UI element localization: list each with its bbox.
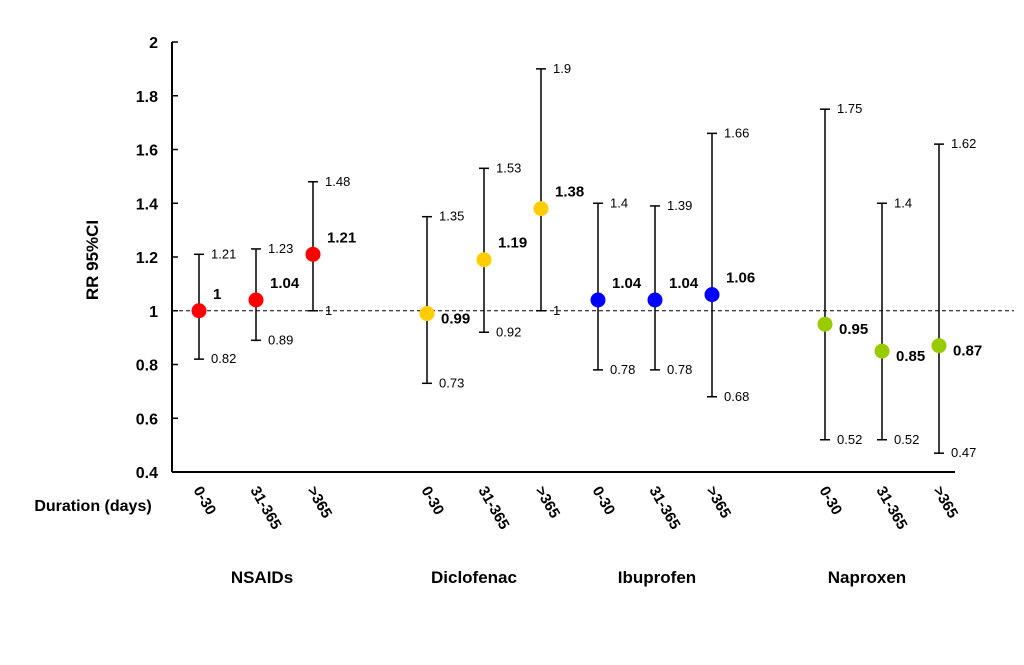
group-naproxen: 1.75 0.52 0.95 0-30 1.4 0.52 0.85 31-365 1.62 0.4… <box>816 101 983 587</box>
rr-point <box>647 292 663 308</box>
ci-lower-label: 0.78 <box>667 362 692 377</box>
rr-point <box>305 246 321 262</box>
rr-value-label: 0.95 <box>839 321 868 338</box>
ci-upper-label: 1.23 <box>268 241 293 256</box>
group-label: Ibuprofen <box>618 568 696 587</box>
ci-lower-label: 0.82 <box>211 351 236 366</box>
y-axis-title: RR 95%CI <box>83 220 102 300</box>
rr-point <box>590 292 606 308</box>
rr-value-label: 1 <box>213 286 221 303</box>
ci-upper-label: 1.9 <box>553 61 571 76</box>
duration-label: 0-30 <box>589 484 619 519</box>
rr-point <box>874 343 890 359</box>
duration-label: 31-365 <box>475 484 513 533</box>
ci-upper-label: 1.48 <box>325 174 350 189</box>
ci-lower-label: 0.52 <box>894 432 919 447</box>
group-label: Diclofenac <box>431 568 517 587</box>
y-tick-label: 0.8 <box>136 358 158 375</box>
rr-value-label: 0.87 <box>953 343 982 360</box>
ci-upper-label: 1.39 <box>667 198 692 213</box>
duration-label: >365 <box>930 484 962 522</box>
duration-label: 0-30 <box>418 484 448 519</box>
rr-value-label: 1.21 <box>327 229 356 246</box>
duration-label: 31-365 <box>247 484 285 533</box>
duration-label: 0-30 <box>190 484 220 519</box>
y-tick-label: 2 <box>149 35 158 52</box>
rr-value-label: 0.99 <box>441 310 470 327</box>
x-axis-title: Duration (days) <box>34 498 151 515</box>
y-tick-label: 0.6 <box>136 411 158 428</box>
ci-upper-label: 1.75 <box>837 101 862 116</box>
group-diclofenac: 1.35 0.73 0.99 0-30 1.53 0.92 1.19 31-365 1.9 1 1.… <box>418 61 585 587</box>
ci-lower-label: 0.78 <box>610 362 635 377</box>
rr-value-label: 1.04 <box>270 275 300 292</box>
ci-upper-label: 1.62 <box>951 136 976 151</box>
ci-lower-label: 0.52 <box>837 432 862 447</box>
rr-point <box>419 305 435 321</box>
ci-upper-label: 1.21 <box>211 246 236 261</box>
y-tick-label: 1.8 <box>136 89 158 106</box>
group-label: Naproxen <box>828 568 906 587</box>
ci-lower-label: 1 <box>553 303 560 318</box>
ci-lower-label: 0.47 <box>951 445 976 460</box>
ci-lower-label: 1 <box>325 303 332 318</box>
ci-lower-label: 0.92 <box>496 324 521 339</box>
rr-value-label: 1.06 <box>726 270 755 287</box>
y-tick-label: 1.6 <box>136 143 158 160</box>
rr-point <box>704 287 720 303</box>
rr-value-label: 1.19 <box>498 235 527 252</box>
ci-upper-label: 1.4 <box>610 195 628 210</box>
y-tick-label: 1 <box>149 304 158 321</box>
y-tick-label: 1.2 <box>136 250 158 267</box>
ci-upper-label: 1.35 <box>439 209 464 224</box>
rr-point <box>191 303 207 319</box>
rr-point <box>533 201 549 217</box>
ci-lower-label: 0.73 <box>439 375 464 390</box>
group-ibuprofen: 1.4 0.78 1.04 0-30 1.39 0.78 1.04 31-365 1.66 0.6… <box>589 125 756 587</box>
ci-upper-label: 1.66 <box>724 125 749 140</box>
group-nsaids: 1.21 0.82 1 0-30 1.23 0.89 1.04 31-365 1.48 1 1.21… <box>190 174 357 587</box>
series-layer: 1.21 0.82 1 0-30 1.23 0.89 1.04 31-365 1.48 1 1.21… <box>190 61 983 587</box>
axis-layer: 0.4 0.6 0.8 1 1.2 1.4 1.6 1.8 2 <box>136 35 1014 482</box>
duration-label: >365 <box>304 484 336 522</box>
y-tick-label: 1.4 <box>136 196 158 213</box>
rr-point <box>248 292 264 308</box>
duration-label: >365 <box>532 484 564 522</box>
y-tick-label: 0.4 <box>136 465 158 482</box>
ci-upper-label: 1.4 <box>894 195 912 210</box>
rr-value-label: 0.85 <box>896 348 925 365</box>
duration-label: 31-365 <box>646 484 684 533</box>
rr-point <box>817 316 833 332</box>
ci-lower-label: 0.68 <box>724 389 749 404</box>
duration-label: 0-30 <box>816 484 846 519</box>
rr-point <box>476 252 492 268</box>
rr-point <box>931 338 947 354</box>
rr-value-label: 1.38 <box>555 184 584 201</box>
ci-upper-label: 1.53 <box>496 160 521 175</box>
ci-lower-label: 0.89 <box>268 332 293 347</box>
rr-value-label: 1.04 <box>612 275 642 292</box>
duration-label: 31-365 <box>873 484 911 533</box>
group-label: NSAIDs <box>231 568 293 587</box>
duration-label: >365 <box>703 484 735 522</box>
rr-value-label: 1.04 <box>669 275 699 292</box>
